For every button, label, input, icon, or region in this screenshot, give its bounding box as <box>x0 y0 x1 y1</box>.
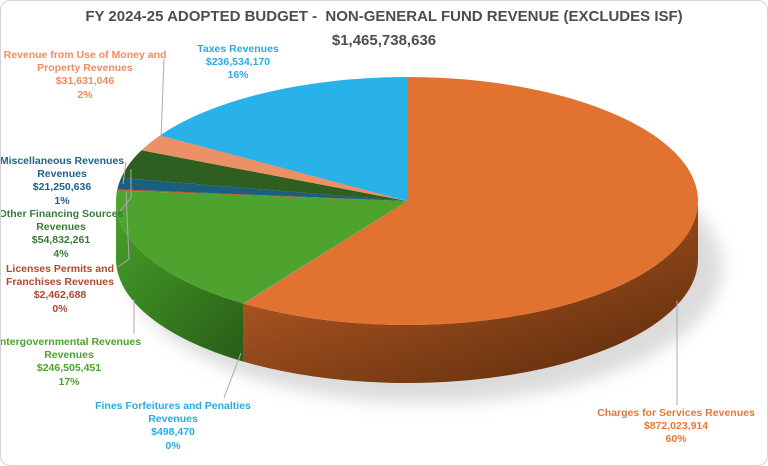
slice-label-other-financing: Other Financing Sources Revenues $54,832… <box>0 208 124 261</box>
slice-label-line: Taxes Revenues <box>197 43 279 55</box>
slice-label-line: $31,631,046 <box>55 75 115 88</box>
slice-label-line: Miscellaneous Revenues <box>0 155 125 167</box>
slice-label-line: $498,470 <box>151 426 195 439</box>
slice-label-intergovernmental: Intergovernmental Revenues Revenues $246… <box>0 336 142 389</box>
slice-label-line: Revenues <box>148 413 198 426</box>
slice-label-line: Other Financing Sources <box>0 208 124 220</box>
slice-label-line: 2% <box>77 88 93 101</box>
slice-label-line: Property Revenues <box>37 62 133 75</box>
slice-label-charges: Charges for Services Revenues $872,023,9… <box>597 407 755 447</box>
slice-label-line: Intergovernmental Revenues <box>0 336 142 348</box>
slice-label-line: Revenues <box>36 221 86 234</box>
slice-label-revenue-money: Revenue from Use of Money and Property R… <box>4 49 167 102</box>
pie-slice-side-fines <box>243 303 244 362</box>
slice-label-line: Franchises Revenues <box>6 276 114 289</box>
slice-label-line: 1% <box>54 194 70 207</box>
slice-label-line: Revenues <box>44 349 94 362</box>
pie-slice-other_financing[interactable] <box>121 150 407 201</box>
slice-label-line: 17% <box>58 375 80 388</box>
slice-label-line: Fines Forfeitures and Penalties <box>95 400 251 412</box>
slice-label-line: $872,023,914 <box>643 420 709 433</box>
slice-label-licenses: Licenses Permits and Franchises Revenues… <box>6 263 114 316</box>
slice-label-line: 4% <box>53 247 69 260</box>
slice-label-line: 0% <box>52 302 68 315</box>
slice-label-line: Revenues <box>37 168 87 181</box>
pie-slice-taxes[interactable] <box>159 77 407 201</box>
pie-slice-charges[interactable] <box>243 77 698 326</box>
slice-label-line: Licenses Permits and <box>6 263 114 275</box>
slice-label-fines: Fines Forfeitures and Penalties Revenues… <box>95 400 251 453</box>
pie-slice-fines[interactable] <box>243 201 407 304</box>
leader-line-revenue_money <box>160 58 165 140</box>
slice-label-taxes: Taxes Revenues $236,534,170 16% <box>197 43 279 83</box>
slice-label-line: $2,462,688 <box>33 289 87 302</box>
slice-label-line: $246,505,451 <box>36 362 102 375</box>
slice-label-line: 16% <box>227 69 249 82</box>
slice-label-miscellaneous: Miscellaneous Revenues Revenues $21,250,… <box>0 155 125 208</box>
slice-label-line: $54,832,261 <box>31 234 91 247</box>
slice-label-line: $236,534,170 <box>205 56 271 69</box>
pie-slice-revenue_money[interactable] <box>141 135 407 201</box>
leader-line-fines <box>223 352 242 399</box>
slice-label-line: 60% <box>665 433 687 446</box>
slice-label-line: $21,250,636 <box>32 181 92 194</box>
pie-slice-side-intergovernmental <box>115 201 244 362</box>
leader-line-licenses <box>117 190 130 268</box>
slice-label-line: 0% <box>165 439 181 452</box>
chart-title: FY 2024-25 ADOPTED BUDGET - NON-GENERAL … <box>85 8 683 25</box>
leader-line-miscellaneous <box>122 161 127 185</box>
pie-slice-miscellaneous[interactable] <box>117 178 407 201</box>
leader-line-other_financing <box>119 169 132 212</box>
pie-slice-intergovernmental[interactable] <box>115 190 407 304</box>
pie-slice-licenses[interactable] <box>117 189 407 201</box>
chart-total-value: $1,465,738,636 <box>331 32 437 49</box>
slice-label-line: Charges for Services Revenues <box>597 407 755 419</box>
slice-label-line: Revenue from Use of Money and <box>3 49 167 61</box>
pie-slice-side-charges <box>243 201 698 384</box>
